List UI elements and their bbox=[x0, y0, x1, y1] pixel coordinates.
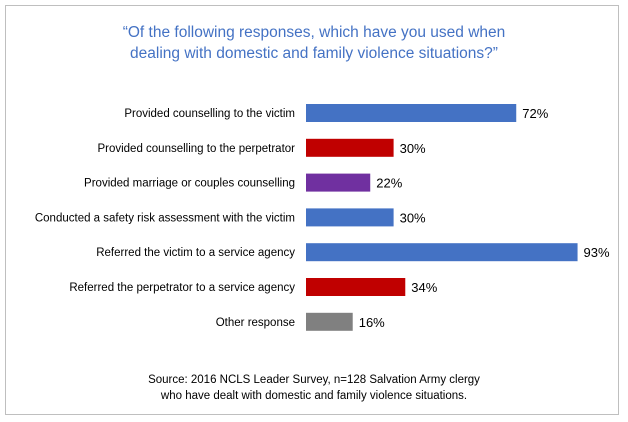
bar bbox=[306, 278, 406, 296]
bar bbox=[306, 208, 394, 227]
source-line-2: who have dealt with domestic and family … bbox=[160, 390, 468, 402]
value-label: 72% bbox=[522, 106, 548, 121]
category-label: Referred the perpetrator to a service ag… bbox=[69, 282, 295, 294]
source-note: Source: 2016 NCLS Leader Survey, n=128 S… bbox=[0, 372, 628, 404]
bar bbox=[306, 138, 394, 157]
bar bbox=[306, 243, 578, 262]
category-label: Provided counselling to the victim bbox=[124, 108, 295, 120]
chart-title-line-1: “Of the following responses, which have … bbox=[122, 24, 506, 41]
chart-title-line-2: dealing with domestic and family violenc… bbox=[130, 45, 498, 62]
bar bbox=[306, 312, 353, 331]
value-label: 30% bbox=[400, 141, 426, 156]
value-label: 30% bbox=[400, 210, 426, 225]
chart-title: “Of the following responses, which have … bbox=[0, 22, 628, 64]
category-label: Conducted a safety risk assessment with … bbox=[35, 212, 295, 224]
category-label: Provided marriage or couples counselling bbox=[84, 178, 295, 190]
category-label: Provided counselling to the perpetrator bbox=[97, 143, 295, 155]
value-label: 34% bbox=[411, 280, 437, 295]
bar bbox=[306, 104, 517, 122]
source-line-1: Source: 2016 NCLS Leader Survey, n=128 S… bbox=[148, 374, 480, 386]
category-label: Other response bbox=[216, 317, 295, 329]
category-label: Referred the victim to a service agency bbox=[96, 247, 295, 259]
value-label: 22% bbox=[376, 176, 402, 191]
value-label: 93% bbox=[584, 245, 610, 260]
value-label: 16% bbox=[359, 315, 385, 330]
bar bbox=[306, 173, 371, 192]
